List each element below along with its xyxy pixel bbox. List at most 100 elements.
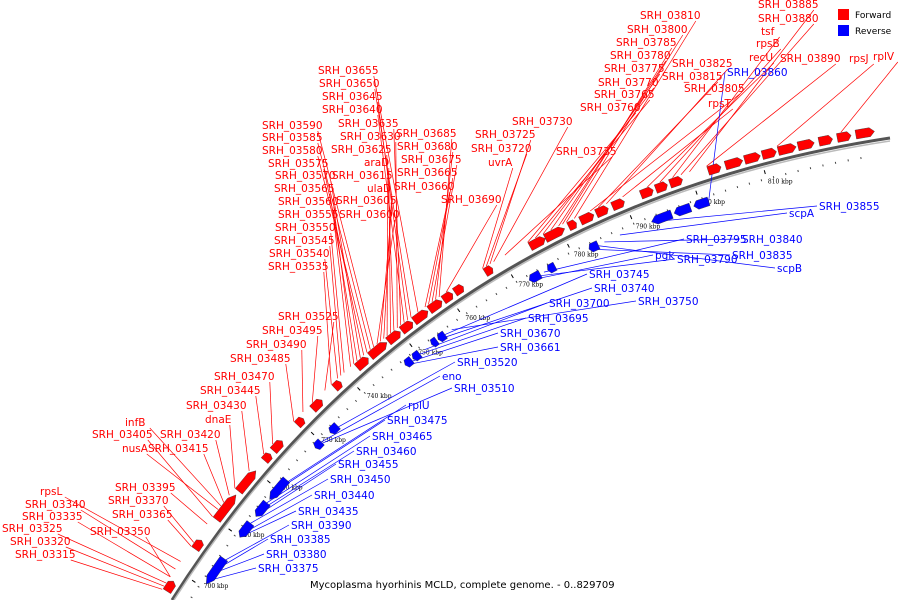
leader-line <box>529 254 654 281</box>
leader-line <box>317 155 368 353</box>
leader-line <box>229 424 236 489</box>
leader-line <box>332 361 456 431</box>
leader-line <box>445 204 498 293</box>
forward-gene-label: SRH_03635 <box>338 118 399 130</box>
reverse-gene-label: SRH_03661 <box>500 342 561 354</box>
leader-line <box>301 349 304 412</box>
forward-gene-label: SRH_03415 <box>148 443 209 455</box>
forward-gene-label: rpsL <box>40 486 62 498</box>
forward-gene-label: rpsJ <box>849 53 869 65</box>
forward-gene-label: SRH_03775 <box>604 63 665 75</box>
tick-mark <box>510 274 514 279</box>
forward-gene-label: SRH_03470 <box>214 371 275 383</box>
forward-gene-label: SRH_03605 <box>336 195 397 207</box>
minor-tick <box>557 257 559 261</box>
leader-line <box>604 238 741 243</box>
forward-gene-label: SRH_03315 <box>15 549 76 561</box>
forward-gene-label: SRH_03730 <box>512 116 573 128</box>
forward-gene-label: SRH_03665 <box>397 167 458 179</box>
leader-line <box>241 410 250 471</box>
leader-line <box>255 463 337 517</box>
tick-mark <box>191 579 196 583</box>
reverse-gene-arrow <box>588 240 601 253</box>
tick-label: 810 kbp <box>768 179 793 186</box>
genome-backbone <box>170 136 891 600</box>
leader-line <box>651 205 818 223</box>
leader-line <box>706 63 837 167</box>
forward-gene-arrow <box>817 135 833 147</box>
forward-gene-label: SRH_03550 <box>275 222 336 234</box>
forward-gene-label: SRH_03335 <box>22 511 83 523</box>
leader-line <box>239 510 297 538</box>
leader-line <box>269 381 273 445</box>
forward-gene-label: SRH_03765 <box>594 89 655 101</box>
leader-line <box>64 496 181 562</box>
leader-line <box>543 238 685 273</box>
minor-tick <box>578 247 581 250</box>
forward-gene-label: tsf <box>761 26 775 38</box>
forward-gene-label: uvrA <box>488 157 513 169</box>
leader-line <box>840 61 899 133</box>
minor-tick <box>320 433 323 436</box>
forward-gene-label: SRH_03825 <box>672 58 733 70</box>
forward-gene-label: dnaE <box>205 414 231 426</box>
leader-line <box>428 177 454 305</box>
forward-gene-label: SRH_03370 <box>108 495 169 507</box>
tick-label: 760 kbp <box>465 315 490 322</box>
leader-line <box>444 273 588 335</box>
forward-gene-label: SRH_03405 <box>92 429 153 441</box>
forward-gene-arrow <box>668 176 683 189</box>
minor-tick <box>599 236 602 240</box>
minor-tick <box>248 515 251 518</box>
minor-tick <box>446 325 449 328</box>
leader-line <box>562 47 673 225</box>
reverse-gene-label: SRH_03440 <box>314 490 375 502</box>
forward-gene-label: rpsB <box>756 38 780 50</box>
forward-gene-arrow <box>426 299 443 314</box>
leader-line <box>405 346 499 366</box>
forward-gene-label: SRH_03395 <box>115 482 176 494</box>
minor-tick <box>287 468 291 471</box>
label-leader-lines <box>57 9 899 590</box>
leader-line <box>330 232 345 373</box>
minor-tick <box>610 232 613 235</box>
forward-gene-label: ulaD <box>367 183 391 195</box>
leader-line <box>435 151 454 300</box>
reverse-gene-label: SRH_03520 <box>457 357 518 369</box>
leader-line <box>619 212 788 236</box>
forward-gene-arrow <box>191 539 204 553</box>
forward-gene-label: SRH_03770 <box>598 77 659 89</box>
forward-gene-label: SRH_03655 <box>318 65 379 77</box>
reverse-gene-label: rplU <box>408 400 430 412</box>
tick-label: 700 kbp <box>204 583 229 590</box>
forward-gene-label: SRH_03365 <box>112 509 173 521</box>
reverse-gene-label: SRH_03460 <box>356 446 417 458</box>
forward-gene-label: SRH_03725 <box>475 129 536 141</box>
minor-tick <box>621 227 624 230</box>
forward-gene-label: SRH_03350 <box>90 526 151 538</box>
minor-tick <box>712 193 715 196</box>
leader-line <box>266 435 371 504</box>
forward-gene-label: SRH_03545 <box>274 235 335 247</box>
forward-gene-label: SRH_03565 <box>274 183 335 195</box>
leader-line <box>598 81 719 208</box>
tick-mark <box>629 215 633 220</box>
forward-gene-arrow <box>440 291 454 305</box>
leader-line <box>333 219 351 367</box>
minor-tick <box>427 339 430 342</box>
reverse-gene-arrow <box>328 422 341 435</box>
minor-tick <box>772 175 775 179</box>
tick-label: 710 kbp <box>240 532 265 539</box>
tick-label: 770 kbp <box>518 282 543 289</box>
leader-line <box>680 23 815 175</box>
gene-labels: SRH_03315SRH_03320SRH_03325SRH_03335SRH_… <box>2 0 895 575</box>
reverse-gene-label: SRH_03375 <box>258 563 319 575</box>
leader-line <box>659 48 782 183</box>
legend-forward-label: Forward <box>855 11 891 21</box>
leader-line <box>285 363 295 422</box>
forward-gene-arrow <box>527 236 546 251</box>
forward-gene-arrow <box>594 205 609 219</box>
forward-gene-arrow <box>260 452 273 464</box>
forward-gene-label: SRH_03340 <box>25 499 86 511</box>
